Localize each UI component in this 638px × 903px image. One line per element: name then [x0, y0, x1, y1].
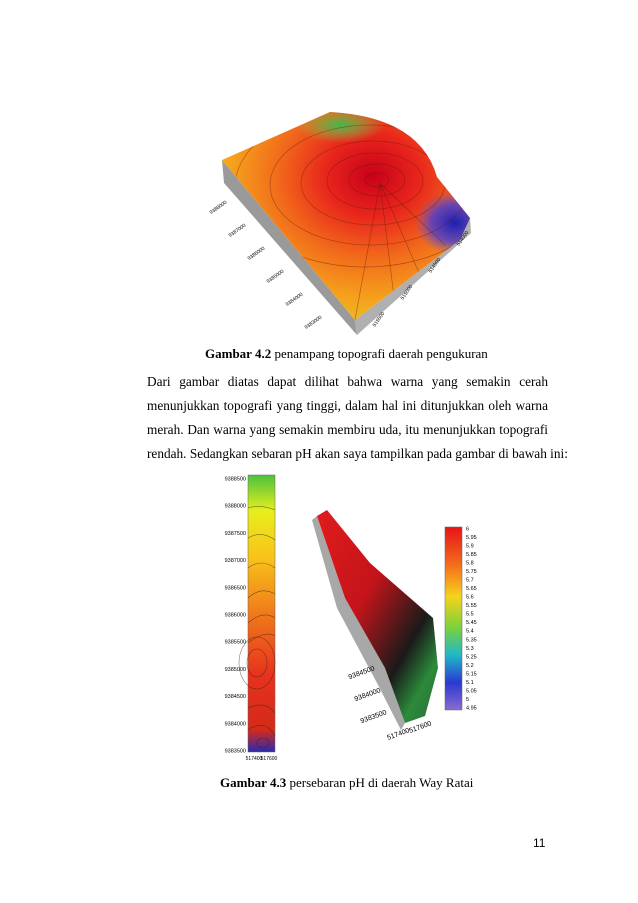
figure-caption: Gambar 4.2 penampang topografi daerah pe…: [205, 346, 488, 362]
axis-label: 9388500: [225, 476, 246, 482]
caption-text: persebaran pH di daerah Way Ratai: [289, 775, 474, 790]
legend-label: 6: [466, 526, 469, 532]
axis-label: 9383000: [304, 315, 324, 331]
axis-label: 9387000: [228, 223, 248, 239]
legend-label: 5.3: [466, 646, 474, 652]
legend-label: 5.9: [466, 544, 474, 550]
side-wall: [222, 160, 357, 335]
legend-label: 5.65: [466, 586, 477, 592]
caption-label: Gambar 4.3: [220, 775, 287, 790]
side-wall: [355, 218, 471, 335]
legend-label: 5.1: [466, 680, 474, 686]
legend-label: 5.35: [466, 637, 477, 643]
legend-label: 5.15: [466, 671, 477, 677]
axis-label: 9386000: [247, 246, 267, 262]
axis-label: 517600: [261, 756, 278, 762]
page-number: 11: [533, 836, 546, 850]
axis-label: 9384500: [225, 694, 246, 700]
axis-label: 9388000: [209, 200, 229, 216]
legend-label: 5.2: [466, 663, 474, 669]
axis-label: 9384500: [348, 665, 376, 681]
legend-label: 5.8: [466, 561, 474, 567]
figure-topography: 9388000 9387000 9386000 9385000 9384000 93830…: [209, 112, 471, 335]
legend-label: 5.6: [466, 595, 474, 601]
axis-label: 517400: [386, 727, 410, 742]
surface: [317, 510, 438, 723]
legend-label: 5.45: [466, 620, 477, 626]
legend-label: 5.25: [466, 654, 477, 660]
caption-label: Gambar 4.2: [205, 346, 272, 361]
legend-label: 5.85: [466, 552, 477, 558]
figure-caption: Gambar 4.3 persebaran pH di daerah Way R…: [220, 775, 473, 791]
legend-label: 5.05: [466, 688, 477, 694]
legend-label: 5.75: [466, 569, 477, 575]
axis-label: 9385000: [266, 269, 286, 285]
legend-label: 5.95: [466, 535, 477, 541]
axis-label: 9384000: [285, 292, 305, 308]
axis-label: 9388000: [225, 504, 246, 510]
axis-label: 9384000: [225, 721, 246, 727]
paragraph-line: rendah. Sedangkan sebaran pH akan saya t…: [147, 446, 568, 461]
axis-label: 9387000: [225, 558, 246, 564]
legend-label: 5.55: [466, 603, 477, 609]
axis-label: 517600: [408, 720, 432, 735]
legend-label: 5: [466, 697, 469, 703]
legend-label: 4.95: [466, 705, 477, 711]
figure-ph: 9388500 9388000 9387500 9387000 9386500 93860…: [225, 474, 477, 762]
contour-map: [247, 474, 276, 753]
axis-label: 9384000: [354, 687, 382, 703]
paragraph-line: Dari gambar diatas dapat dilihat bahwa w…: [147, 374, 548, 389]
axis-label: 9386500: [225, 585, 246, 591]
caption-text: penampang topografi daerah pengukuran: [274, 346, 488, 361]
paragraph: Dari gambar diatas dapat dilihat bahwa w…: [147, 370, 568, 466]
paragraph-line: merah. Dan warna yang semakin membiru ud…: [147, 422, 548, 437]
side-wall: [312, 516, 405, 730]
color-scale: [444, 526, 463, 711]
legend-label: 5.5: [466, 612, 474, 618]
axis-label: 517400: [246, 756, 263, 762]
axis-label: 9385000: [225, 667, 246, 673]
legend-label: 5.7: [466, 578, 474, 584]
axis-label: 9387500: [225, 531, 246, 537]
paragraph-line: menunjukkan topografi yang tinggi, dalam…: [147, 398, 548, 413]
axis-label: 9383500: [360, 709, 388, 725]
axis-label: 9385500: [225, 640, 246, 646]
axis-label: 9383500: [225, 748, 246, 754]
axis-label: 9386000: [225, 612, 246, 618]
contour-lines: [238, 506, 276, 749]
legend-label: 5.4: [466, 629, 474, 635]
